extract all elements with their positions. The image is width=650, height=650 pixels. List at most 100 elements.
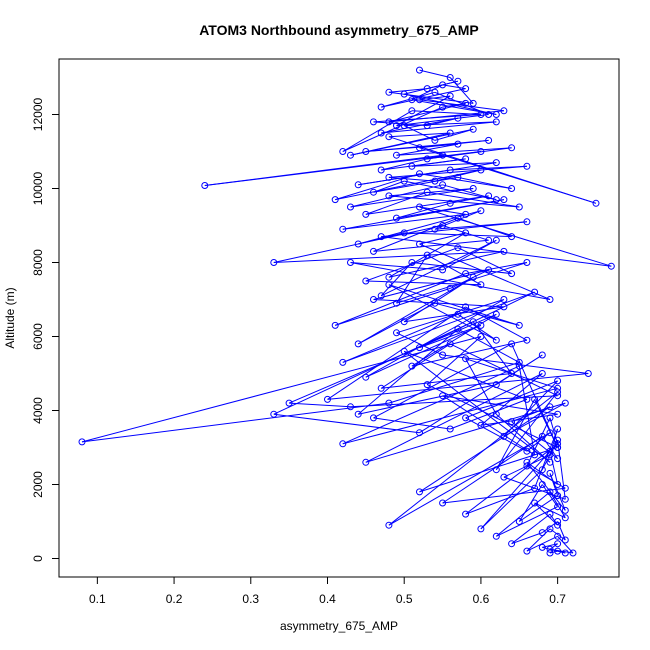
series-line-segment [442,184,497,201]
data-point [454,214,462,222]
series-line-segment [381,236,612,267]
data-point [446,284,454,292]
data-point [477,321,485,329]
data-point [554,425,562,433]
data-point [454,114,462,122]
data-point [377,384,385,392]
data-point [439,351,447,359]
data-point [584,370,592,377]
data-point [546,458,554,466]
series-line-segment [419,243,551,300]
series-line-segment [388,250,505,278]
series-line-segment [496,506,558,537]
data-point [362,148,370,155]
data-point [538,481,546,488]
data-point [554,547,562,555]
data-point [546,510,554,518]
data-point [546,403,554,411]
data-point [431,136,439,144]
series-line-segment [442,395,558,415]
data-point [400,347,408,355]
data-point [546,488,554,496]
data-point [569,549,577,557]
data-point [347,203,354,211]
chart-title: ATOM3 Northbound asymmetry_675_AMP [199,22,479,38]
data-point [423,251,431,259]
data-point [508,144,516,152]
data-point [538,529,546,537]
data-point [492,111,500,118]
data-point [508,540,516,548]
data-point [546,414,554,422]
y-axis: 0 2000 4000 6000 8000 10000 12000 [31,97,60,562]
series-line-segment [480,450,551,530]
series-line-segment [342,213,466,230]
data-point [393,151,400,159]
data-point [515,321,523,329]
series-line-segment [549,473,566,511]
series-line-segment [434,210,482,230]
data-point [523,447,531,455]
data-point [546,447,554,455]
data-point [492,118,500,126]
x-tick-label: 0.6 [473,592,490,606]
data-point [546,451,554,459]
series-line-segment [426,336,482,385]
data-point [508,270,516,278]
series-line-segment [388,284,520,326]
data-point [469,273,477,281]
series-line-segment [465,358,497,415]
data-point [523,218,531,226]
data-point [477,166,485,174]
data-point [554,410,562,418]
series-line-segment [442,239,497,271]
data-point [492,410,500,418]
series-line-segment [365,402,566,463]
series-line-segment [403,276,474,323]
series-line-segment [419,291,535,349]
data-point [416,203,423,211]
series-line-segment [273,321,474,415]
data-point [339,225,347,233]
series-line-segment [403,350,551,463]
series-line-segment [449,269,489,289]
data-point [523,458,531,466]
data-point [270,259,278,266]
x-tick-label: 0.1 [89,592,106,606]
series-line-segment [519,495,558,522]
y-tick-label: 4000 [31,397,45,424]
series-line-segment [511,532,543,545]
series-line-segment [419,69,451,78]
data-point [500,473,508,481]
data-point [385,173,393,181]
series-line-segment [357,276,474,345]
data-point [561,506,569,514]
series-line-segment [427,191,520,208]
series-line-segment [380,262,413,297]
data-point [538,543,546,551]
data-point [554,481,562,488]
series-line-segment [503,402,566,437]
series-line-segment [273,250,504,263]
series-line-segment [434,302,520,326]
series-line-segment [289,402,351,408]
data-point [201,182,209,189]
data-point [446,129,454,137]
series-line-segment [465,262,527,275]
data-point [439,499,447,507]
series-line-segment [442,84,466,90]
series-line-segment [404,306,504,323]
data-point [492,466,500,474]
series-line-segment [495,491,551,537]
series-line-segment [396,147,512,156]
data-point [546,545,554,553]
data-point [446,340,454,348]
series-line-segment [388,91,474,104]
x-tick-label: 0.5 [396,592,413,606]
series-line-segment [288,313,497,404]
series-line-segment [450,165,527,171]
series-line-segment [419,206,612,267]
series-line-segment [549,550,558,554]
series-line-segment [549,543,558,550]
